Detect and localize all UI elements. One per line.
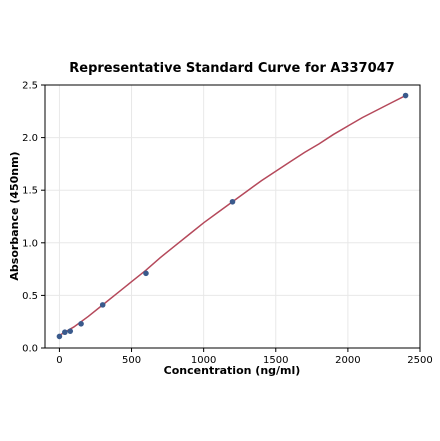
y-tick-label: 2.5 (22, 81, 38, 92)
y-axis-label: Absorbance (450nm) (8, 151, 21, 280)
y-tick-label: 1.5 (22, 186, 38, 197)
x-tick-label: 0 (56, 355, 62, 366)
data-point (78, 321, 84, 327)
data-point (402, 92, 409, 99)
grid-lines (45, 84, 421, 349)
data-points-layer (56, 92, 409, 340)
x-axis-ticks: 0 500 1000 1500 2000 2500 (56, 348, 433, 366)
y-tick-label: 0.0 (22, 344, 38, 355)
data-point (67, 328, 74, 334)
data-point (62, 329, 68, 336)
y-tick-label: 2.0 (22, 133, 38, 144)
data-point (56, 333, 63, 340)
x-tick-label: 1000 (191, 355, 216, 366)
data-point (143, 270, 149, 277)
y-tick-label: 1.0 (22, 238, 38, 249)
plot-frame (44, 84, 421, 349)
data-point (229, 198, 236, 205)
x-axis-label: Concentration (ng/ml) (164, 364, 301, 377)
x-tick-label: 500 (122, 355, 141, 366)
data-point (99, 302, 106, 308)
x-tick-label: 2500 (407, 355, 432, 366)
chart-title: Representative Standard Curve for A33704… (69, 61, 394, 76)
y-axis-ticks: 0.0 0.5 1.0 1.5 2.0 2.5 (22, 81, 45, 355)
x-tick-label: 2000 (335, 355, 360, 366)
x-tick-label: 1500 (263, 355, 288, 366)
y-tick-label: 0.5 (22, 291, 38, 302)
